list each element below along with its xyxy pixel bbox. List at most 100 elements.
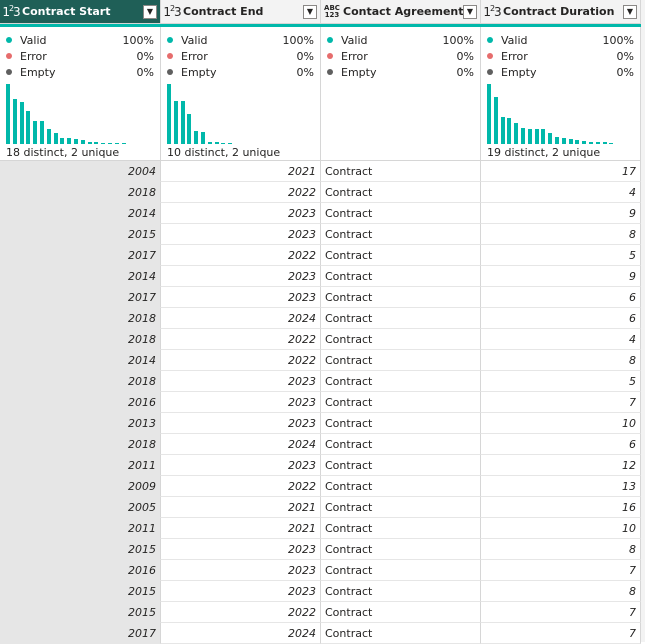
histogram-bar[interactable] <box>214 142 219 144</box>
table-cell[interactable]: 4 <box>481 182 641 203</box>
table-cell[interactable]: 2021 <box>161 161 321 182</box>
histogram-bar[interactable] <box>94 142 99 144</box>
histogram-bar[interactable] <box>609 143 614 144</box>
value-distribution-histogram[interactable] <box>487 84 627 144</box>
histogram-bar[interactable] <box>6 84 10 144</box>
histogram-bar[interactable] <box>74 139 78 144</box>
table-cell[interactable]: Contract <box>321 350 481 371</box>
histogram-bar[interactable] <box>19 102 24 144</box>
table-cell[interactable]: Contract <box>321 308 481 329</box>
whole-number-icon[interactable]: 123 <box>163 4 181 19</box>
histogram-bar[interactable] <box>194 131 199 144</box>
table-cell[interactable]: 2011 <box>0 455 161 476</box>
table-cell[interactable]: 2018 <box>0 329 161 350</box>
histogram-bar[interactable] <box>500 117 505 144</box>
table-cell[interactable]: 2022 <box>161 476 321 497</box>
histogram-bar[interactable] <box>67 138 72 144</box>
table-cell[interactable]: Contract <box>321 203 481 224</box>
table-cell[interactable]: 2024 <box>161 623 321 644</box>
table-cell[interactable]: Contract <box>321 602 481 623</box>
table-cell[interactable]: 8 <box>481 350 641 371</box>
histogram-bar[interactable] <box>12 99 17 144</box>
table-cell[interactable]: 2004 <box>0 161 161 182</box>
histogram-bar[interactable] <box>108 143 112 144</box>
histogram-bar[interactable] <box>87 142 92 144</box>
table-cell[interactable]: Contract <box>321 518 481 539</box>
table-cell[interactable]: Contract <box>321 623 481 644</box>
histogram-bar[interactable] <box>221 143 226 144</box>
table-cell[interactable]: 12 <box>481 455 641 476</box>
table-cell[interactable]: 2022 <box>161 350 321 371</box>
table-cell[interactable]: Contract <box>321 539 481 560</box>
table-cell[interactable]: 10 <box>481 413 641 434</box>
histogram-bar[interactable] <box>121 143 126 144</box>
whole-number-icon[interactable]: 123 <box>2 4 20 19</box>
histogram-bar[interactable] <box>207 142 212 144</box>
table-cell[interactable]: Contract <box>321 371 481 392</box>
table-cell[interactable]: 2014 <box>0 350 161 371</box>
table-cell[interactable]: 2013 <box>0 413 161 434</box>
table-cell[interactable]: 2024 <box>161 308 321 329</box>
table-cell[interactable]: 2011 <box>0 518 161 539</box>
table-cell[interactable]: 2005 <box>0 497 161 518</box>
table-cell[interactable]: 2023 <box>161 539 321 560</box>
value-distribution-histogram[interactable] <box>167 84 307 144</box>
table-cell[interactable]: Contract <box>321 329 481 350</box>
histogram-bar[interactable] <box>541 129 546 144</box>
table-cell[interactable]: 2014 <box>0 203 161 224</box>
column-header[interactable]: 123 Contract Duration ▼ <box>481 0 641 24</box>
table-cell[interactable]: 2023 <box>161 287 321 308</box>
histogram-bar[interactable] <box>114 143 119 144</box>
table-cell[interactable]: 9 <box>481 203 641 224</box>
histogram-bar[interactable] <box>575 140 580 144</box>
histogram-bar[interactable] <box>527 129 532 144</box>
table-cell[interactable]: Contract <box>321 476 481 497</box>
table-cell[interactable]: Contract <box>321 434 481 455</box>
table-cell[interactable]: 2023 <box>161 455 321 476</box>
table-cell[interactable]: 2016 <box>0 560 161 581</box>
table-cell[interactable]: 2018 <box>0 308 161 329</box>
column-filter-dropdown-icon[interactable]: ▼ <box>303 4 317 19</box>
table-cell[interactable]: 6 <box>481 287 641 308</box>
histogram-bar[interactable] <box>180 101 185 144</box>
table-cell[interactable]: 2021 <box>161 518 321 539</box>
table-cell[interactable]: 8 <box>481 539 641 560</box>
histogram-bar[interactable] <box>534 129 539 144</box>
table-cell[interactable]: 2016 <box>0 392 161 413</box>
table-cell[interactable]: Contract <box>321 413 481 434</box>
table-cell[interactable]: 2018 <box>0 182 161 203</box>
column-filter-dropdown-icon[interactable]: ▼ <box>143 4 157 19</box>
table-cell[interactable]: Contract <box>321 182 481 203</box>
table-cell[interactable]: Contract <box>321 581 481 602</box>
table-cell[interactable]: 2022 <box>161 602 321 623</box>
table-cell[interactable]: Contract <box>321 161 481 182</box>
table-cell[interactable]: 6 <box>481 434 641 455</box>
column-filter-dropdown-icon[interactable]: ▼ <box>463 4 477 19</box>
table-cell[interactable]: 2023 <box>161 266 321 287</box>
table-cell[interactable]: 7 <box>481 623 641 644</box>
histogram-bar[interactable] <box>46 129 51 144</box>
table-cell[interactable]: Contract <box>321 560 481 581</box>
table-cell[interactable]: 2015 <box>0 539 161 560</box>
table-cell[interactable]: 17 <box>481 161 641 182</box>
histogram-bar[interactable] <box>487 84 491 144</box>
histogram-bar[interactable] <box>80 140 85 144</box>
table-cell[interactable]: 2023 <box>161 203 321 224</box>
histogram-bar[interactable] <box>548 133 553 144</box>
table-cell[interactable]: 7 <box>481 392 641 413</box>
table-cell[interactable]: 2024 <box>161 434 321 455</box>
table-cell[interactable]: 2009 <box>0 476 161 497</box>
value-distribution-histogram[interactable] <box>6 84 146 144</box>
table-cell[interactable]: 6 <box>481 308 641 329</box>
any-type-icon[interactable]: ABC 123 <box>324 3 340 19</box>
histogram-bar[interactable] <box>26 111 31 144</box>
table-cell[interactable]: 2015 <box>0 581 161 602</box>
table-cell[interactable]: 8 <box>481 581 641 602</box>
histogram-bar[interactable] <box>60 138 65 144</box>
table-cell[interactable]: 2022 <box>161 182 321 203</box>
table-cell[interactable]: 2017 <box>0 245 161 266</box>
histogram-bar[interactable] <box>228 143 233 144</box>
column-filter-dropdown-icon[interactable]: ▼ <box>623 4 637 19</box>
table-cell[interactable]: 2021 <box>161 497 321 518</box>
table-cell[interactable]: 10 <box>481 518 641 539</box>
